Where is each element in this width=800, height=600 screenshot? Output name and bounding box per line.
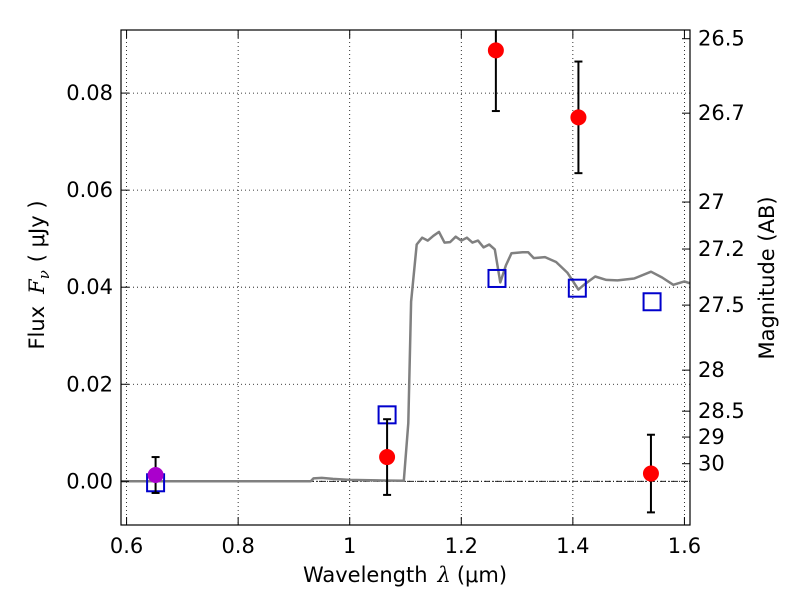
y-tick-label: 0.02 <box>66 372 113 396</box>
y-axis-subscript: ν <box>35 270 53 279</box>
y-axis-symbol: F <box>25 278 49 295</box>
x-axis-title: Wavelength λ (μm) <box>303 563 507 587</box>
y-tick-label: 0.04 <box>66 275 113 299</box>
x-axis-unit: (μm) <box>457 563 507 587</box>
y2-tick-label: 29 <box>698 425 725 449</box>
y2-tick-label: 28 <box>698 358 725 382</box>
y2-axis-title: Magnitude (AB) <box>755 196 779 359</box>
x-tick-label: 1.6 <box>668 534 701 558</box>
observed-flux-point <box>570 109 587 126</box>
y2-tick-label: 28.5 <box>698 399 745 423</box>
x-tick-label: 0.6 <box>110 534 143 558</box>
observed-flux-point <box>147 467 164 484</box>
x-tick-label: 1 <box>343 534 356 558</box>
model-flux-square <box>487 268 507 288</box>
y2-tick-label: 26.5 <box>698 27 745 51</box>
x-tick-label: 0.8 <box>221 534 254 558</box>
model-flux-square <box>567 278 587 298</box>
y2-tick-label: 26.7 <box>698 101 745 125</box>
observed-flux-point <box>487 42 504 59</box>
y-axis-unit: ( μJy ) <box>25 200 49 262</box>
y-axis-title-prefix: Flux <box>25 306 49 350</box>
y-tick-label: 0.06 <box>66 178 113 202</box>
ticks-layer: 0.6 0.8 1 1.2 1.4 1.6 0.00 0.02 0.04 0.06 0.08 26.5… <box>66 27 745 558</box>
y2-tick-label: 30 <box>698 452 725 476</box>
observed-flux-point <box>379 449 396 466</box>
axes-frame <box>120 29 691 526</box>
x-tick-label: 1.4 <box>556 534 589 558</box>
y2-tick-label: 27.2 <box>698 237 745 261</box>
y2-tick-label: 27.5 <box>698 293 745 317</box>
y2-tick-label: 27 <box>698 190 725 214</box>
series-layer <box>121 30 691 514</box>
x-tick-label: 1.2 <box>445 534 478 558</box>
x-axis-symbol: λ <box>437 563 451 587</box>
model-spectrum-line <box>121 230 691 483</box>
y-tick-label: 0.00 <box>66 469 113 493</box>
model-flux-square <box>642 292 662 312</box>
plot-frame <box>120 29 691 526</box>
y-tick-label: 0.08 <box>66 81 113 105</box>
grid <box>121 30 690 525</box>
observed-flux-point <box>642 465 659 482</box>
x-axis-title-prefix: Wavelength <box>303 563 428 587</box>
y-axis-title: Flux Fν ( μJy ) <box>25 200 53 349</box>
